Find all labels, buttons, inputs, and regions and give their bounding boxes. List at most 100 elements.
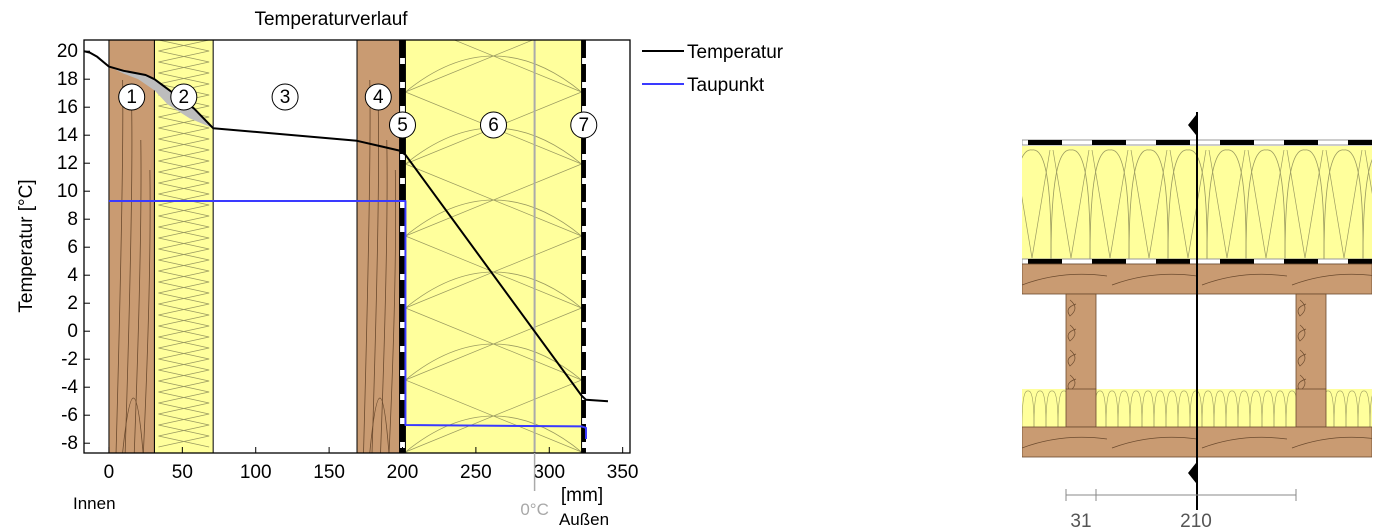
layer-label-4: 4 bbox=[364, 83, 392, 111]
y-tick-label: -8 bbox=[61, 433, 78, 454]
temperature-line bbox=[84, 50, 609, 403]
y-tick-label: 10 bbox=[57, 181, 78, 202]
layer-label-5: 5 bbox=[389, 111, 416, 139]
insulation-diagonal bbox=[1343, 149, 1363, 259]
insulation-curve bbox=[405, 415, 582, 453]
insulation-diagonal bbox=[1364, 149, 1372, 195]
y-tick-label: 4 bbox=[67, 265, 78, 286]
y-tick-label: -6 bbox=[61, 405, 78, 426]
board-grain bbox=[1111, 273, 1198, 286]
strip-wave bbox=[1045, 390, 1059, 428]
x-tick-label: 200 bbox=[387, 462, 419, 483]
strip-wave bbox=[1165, 390, 1179, 428]
dew-point-line bbox=[108, 200, 587, 439]
insulation-diagonal bbox=[1031, 149, 1051, 259]
wood-grain bbox=[133, 139, 142, 453]
membrane-dash bbox=[1284, 259, 1318, 264]
section-arrow-top-icon bbox=[1188, 115, 1196, 135]
insulation-wave bbox=[1128, 149, 1169, 260]
plot-frame bbox=[83, 39, 631, 454]
wall-section-drawing: 31 210 bbox=[1022, 112, 1372, 531]
insulation-wave bbox=[1167, 149, 1208, 260]
strip-wave bbox=[1261, 390, 1275, 428]
wood-grain bbox=[122, 397, 144, 453]
insulation-curve bbox=[405, 55, 582, 93]
membrane-dash bbox=[1028, 259, 1062, 264]
wood-grain bbox=[388, 169, 397, 453]
y-tick-label: 12 bbox=[57, 153, 78, 174]
wood-grain bbox=[369, 397, 390, 453]
wood-grain bbox=[380, 139, 388, 453]
x-tick-label: 50 bbox=[172, 462, 193, 483]
insulation-wave bbox=[1089, 149, 1130, 260]
y-tick-label: 16 bbox=[57, 97, 78, 118]
membrane-dash bbox=[1284, 140, 1318, 145]
insulation-wave bbox=[1362, 159, 1372, 260]
board-grain bbox=[1022, 273, 1108, 286]
legend-dewpoint-label: Taupunkt bbox=[687, 75, 765, 96]
wood-grain bbox=[142, 169, 151, 453]
y-tick-label: 18 bbox=[57, 69, 78, 90]
insulation-diagonal bbox=[1226, 149, 1246, 259]
y-tick-label: -4 bbox=[61, 377, 78, 398]
x-tick-label: 0 bbox=[104, 462, 115, 483]
x-tick-label: 250 bbox=[460, 462, 492, 483]
strip-wave bbox=[1369, 395, 1372, 428]
insulation-diagonal bbox=[1070, 149, 1090, 259]
stud-grain bbox=[1067, 299, 1077, 317]
insulation-diagonal bbox=[1130, 149, 1150, 259]
strip-wave bbox=[1237, 390, 1251, 428]
strip-wave bbox=[1141, 390, 1155, 428]
layer-label-1: 1 bbox=[118, 83, 146, 111]
layer-label-text: 4 bbox=[373, 87, 384, 108]
y-tick-label: 2 bbox=[67, 293, 78, 314]
board-grain bbox=[1022, 436, 1108, 449]
stud-grain bbox=[1297, 299, 1307, 317]
y-tick-label: 14 bbox=[57, 125, 79, 146]
layer-label-7: 7 bbox=[570, 111, 598, 139]
section-arrow-bottom-icon bbox=[1188, 463, 1196, 483]
insulation-fill bbox=[405, 40, 582, 453]
insulation-diagonal bbox=[1052, 149, 1072, 259]
strip-wave bbox=[1225, 390, 1239, 428]
stud-grain bbox=[1067, 349, 1077, 367]
y-tick-label: -2 bbox=[61, 349, 78, 370]
layer-label-text: 7 bbox=[578, 115, 589, 136]
layer-label-text: 3 bbox=[280, 87, 291, 108]
strip-wave bbox=[1345, 390, 1359, 428]
stud-grain bbox=[1067, 324, 1077, 342]
insulation-wave bbox=[1323, 149, 1364, 260]
y-tick-label: 6 bbox=[67, 237, 78, 258]
insulation-wave bbox=[1284, 149, 1325, 260]
surface-temperature-band bbox=[108, 66, 214, 129]
insulation-diagonal bbox=[1022, 195, 1033, 259]
layer-6-insulation bbox=[404, 40, 583, 453]
membrane-dash bbox=[1348, 140, 1372, 145]
layer-label-circle bbox=[170, 83, 198, 111]
layer-label-circle bbox=[389, 111, 416, 139]
insulation-diagonal bbox=[1325, 149, 1345, 259]
membrane-dash bbox=[1348, 259, 1372, 264]
membrane-dash bbox=[1156, 259, 1190, 264]
legend-temperature-label: Temperatur bbox=[687, 42, 784, 63]
x-axis-unit-label: [mm] bbox=[561, 485, 603, 506]
y-tick-label: 8 bbox=[67, 209, 78, 230]
board-grain bbox=[1111, 436, 1198, 449]
insulation-diagonal bbox=[1091, 149, 1111, 259]
x-tick-label: 350 bbox=[607, 462, 639, 483]
layer-label-text: 2 bbox=[179, 87, 190, 108]
board-grain bbox=[1201, 273, 1288, 286]
y-tick-label: 0 bbox=[67, 321, 78, 342]
membrane-dash bbox=[1028, 140, 1062, 145]
stud-grain bbox=[1297, 349, 1307, 367]
strip-wave bbox=[1273, 390, 1287, 428]
x-tick-label: 150 bbox=[313, 462, 345, 483]
y-tick-label: 20 bbox=[57, 41, 78, 62]
layer-label-circle bbox=[364, 83, 392, 111]
layer-label-3: 3 bbox=[271, 83, 299, 111]
insulation-diagonal bbox=[1208, 149, 1228, 259]
layer-label-text: 6 bbox=[488, 115, 499, 136]
board-grain bbox=[1291, 273, 1372, 286]
layer-label-circle bbox=[271, 83, 299, 111]
